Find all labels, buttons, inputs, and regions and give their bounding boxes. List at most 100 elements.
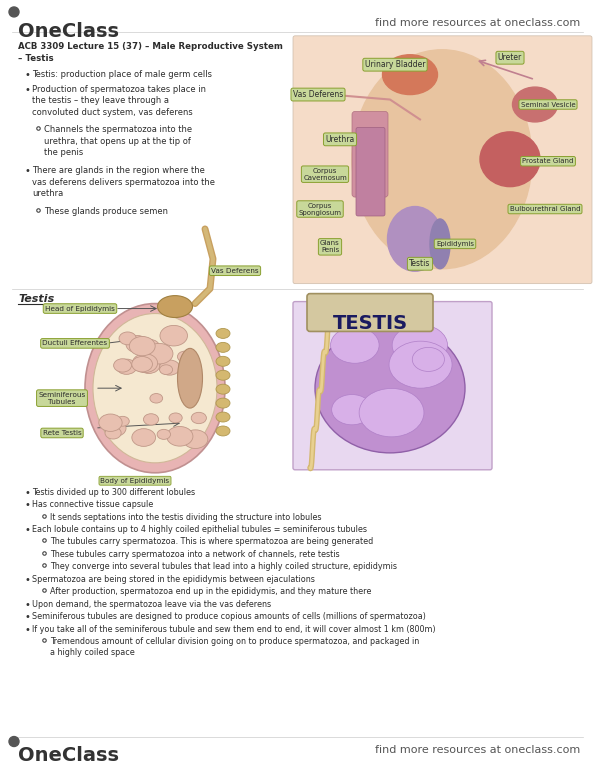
Ellipse shape [105, 427, 121, 439]
Ellipse shape [145, 343, 173, 364]
FancyBboxPatch shape [307, 293, 433, 331]
Ellipse shape [512, 87, 558, 122]
Ellipse shape [85, 303, 225, 473]
Text: Vas Deferens: Vas Deferens [293, 90, 343, 99]
Ellipse shape [216, 398, 230, 408]
Ellipse shape [158, 347, 171, 357]
Text: Vas Deferens: Vas Deferens [211, 268, 259, 273]
Ellipse shape [132, 429, 155, 447]
Text: TESTIS: TESTIS [333, 313, 408, 333]
Text: Rete Testis: Rete Testis [43, 430, 82, 436]
Ellipse shape [169, 413, 182, 423]
Ellipse shape [191, 412, 206, 424]
Ellipse shape [383, 55, 437, 95]
Ellipse shape [159, 365, 173, 374]
Ellipse shape [216, 412, 230, 422]
Text: OneClass: OneClass [18, 746, 119, 765]
Ellipse shape [387, 206, 443, 271]
Text: Channels the spermatozoa into the
urethra, that opens up at the tip of
the penis: Channels the spermatozoa into the urethr… [44, 126, 192, 157]
Text: OneClass: OneClass [18, 22, 119, 41]
Ellipse shape [216, 357, 230, 367]
Text: Tremendous amount of cellular division going on to produce spermatozoa, and pack: Tremendous amount of cellular division g… [50, 637, 419, 657]
Ellipse shape [352, 50, 532, 269]
Text: Epididymis: Epididymis [436, 241, 474, 247]
Ellipse shape [315, 323, 465, 453]
Text: Testis divided up to 300 different lobules: Testis divided up to 300 different lobul… [32, 487, 195, 497]
Ellipse shape [157, 430, 171, 440]
Text: •: • [25, 624, 31, 634]
Text: Testis: production place of male germ cells: Testis: production place of male germ ce… [32, 69, 212, 79]
Ellipse shape [129, 336, 155, 356]
Text: •: • [25, 574, 31, 584]
Text: •: • [25, 600, 31, 610]
Ellipse shape [216, 384, 230, 394]
Text: These tubules carry spermatozoa into a network of channels, rete testis: These tubules carry spermatozoa into a n… [50, 550, 340, 559]
Circle shape [9, 737, 19, 746]
Ellipse shape [183, 430, 208, 448]
Ellipse shape [114, 359, 131, 372]
FancyBboxPatch shape [356, 127, 385, 216]
Text: •: • [25, 85, 31, 95]
Text: Bulbourethral Gland: Bulbourethral Gland [510, 206, 580, 212]
Text: Glans
Penis: Glans Penis [320, 240, 340, 253]
Ellipse shape [138, 357, 160, 373]
Circle shape [9, 7, 19, 17]
Ellipse shape [116, 417, 129, 426]
Ellipse shape [150, 393, 162, 403]
Ellipse shape [389, 341, 452, 388]
Text: Body of Epididymis: Body of Epididymis [101, 477, 170, 484]
Ellipse shape [132, 353, 158, 373]
Ellipse shape [216, 329, 230, 338]
Text: •: • [25, 487, 31, 497]
Text: Seminal Vesicle: Seminal Vesicle [521, 102, 575, 108]
Text: •: • [25, 612, 31, 622]
Text: Ureter: Ureter [498, 53, 522, 62]
Ellipse shape [99, 414, 122, 431]
Text: Has connective tissue capsule: Has connective tissue capsule [32, 500, 154, 509]
Ellipse shape [216, 343, 230, 353]
Text: They converge into several tubules that lead into a highly coiled structure, epi: They converge into several tubules that … [50, 562, 397, 571]
Ellipse shape [480, 132, 540, 186]
Ellipse shape [216, 370, 230, 380]
Text: These glands produce semen: These glands produce semen [44, 207, 168, 216]
Text: Urinary Bladder: Urinary Bladder [365, 60, 425, 69]
Text: •: • [25, 500, 31, 511]
Text: Spermatozoa are being stored in the epididymis between ejaculations: Spermatozoa are being stored in the epid… [32, 574, 315, 584]
Ellipse shape [93, 313, 217, 463]
Text: Seminiferous tubules are designed to produce copious amounts of cells (millions : Seminiferous tubules are designed to pro… [32, 612, 426, 621]
Ellipse shape [156, 345, 171, 356]
Text: Corpus
Cavernosum: Corpus Cavernosum [303, 168, 347, 181]
Text: The tubules carry spermatozoa. This is where spermatozoa are being generated: The tubules carry spermatozoa. This is w… [50, 537, 373, 547]
Ellipse shape [392, 325, 447, 366]
FancyBboxPatch shape [293, 36, 592, 283]
Text: It sends septations into the testis dividing the structure into lobules: It sends septations into the testis divi… [50, 513, 321, 521]
Ellipse shape [119, 332, 136, 345]
Text: Prostate Gland: Prostate Gland [522, 159, 574, 164]
Text: Upon demand, the spermatozoa leave via the vas deferens: Upon demand, the spermatozoa leave via t… [32, 600, 271, 608]
Ellipse shape [331, 394, 372, 425]
Ellipse shape [430, 219, 450, 269]
Text: There are glands in the region where the
vas deferens delivers spermatozoa into : There are glands in the region where the… [32, 166, 215, 198]
Text: find more resources at oneclass.com: find more resources at oneclass.com [375, 745, 580, 755]
Ellipse shape [143, 413, 159, 425]
FancyBboxPatch shape [293, 302, 492, 470]
Text: Each lobule contains up to 4 highly coiled epithelial tubules = seminiferous tub: Each lobule contains up to 4 highly coil… [32, 525, 367, 534]
Text: If you take all of the seminiferous tubule and sew them end to end, it will cove: If you take all of the seminiferous tubu… [32, 624, 436, 634]
Ellipse shape [177, 348, 202, 408]
Ellipse shape [216, 426, 230, 436]
Ellipse shape [331, 327, 379, 363]
FancyBboxPatch shape [352, 112, 388, 197]
Ellipse shape [126, 336, 149, 353]
Ellipse shape [177, 351, 192, 362]
Ellipse shape [412, 347, 444, 371]
Text: •: • [25, 69, 31, 79]
Ellipse shape [158, 296, 193, 317]
Text: Urethra: Urethra [325, 135, 355, 144]
Ellipse shape [140, 340, 159, 354]
Ellipse shape [359, 388, 424, 437]
Ellipse shape [167, 427, 193, 446]
Text: Testis: Testis [18, 293, 54, 303]
Text: ACB 3309 Lecture 15 (37) – Male Reproductive System
– Testis: ACB 3309 Lecture 15 (37) – Male Reproduc… [18, 42, 283, 62]
Text: Head of Epididymis: Head of Epididymis [45, 306, 115, 312]
Text: Production of spermatozoa takes place in
the testis – they leave through a
convo: Production of spermatozoa takes place in… [32, 85, 206, 116]
